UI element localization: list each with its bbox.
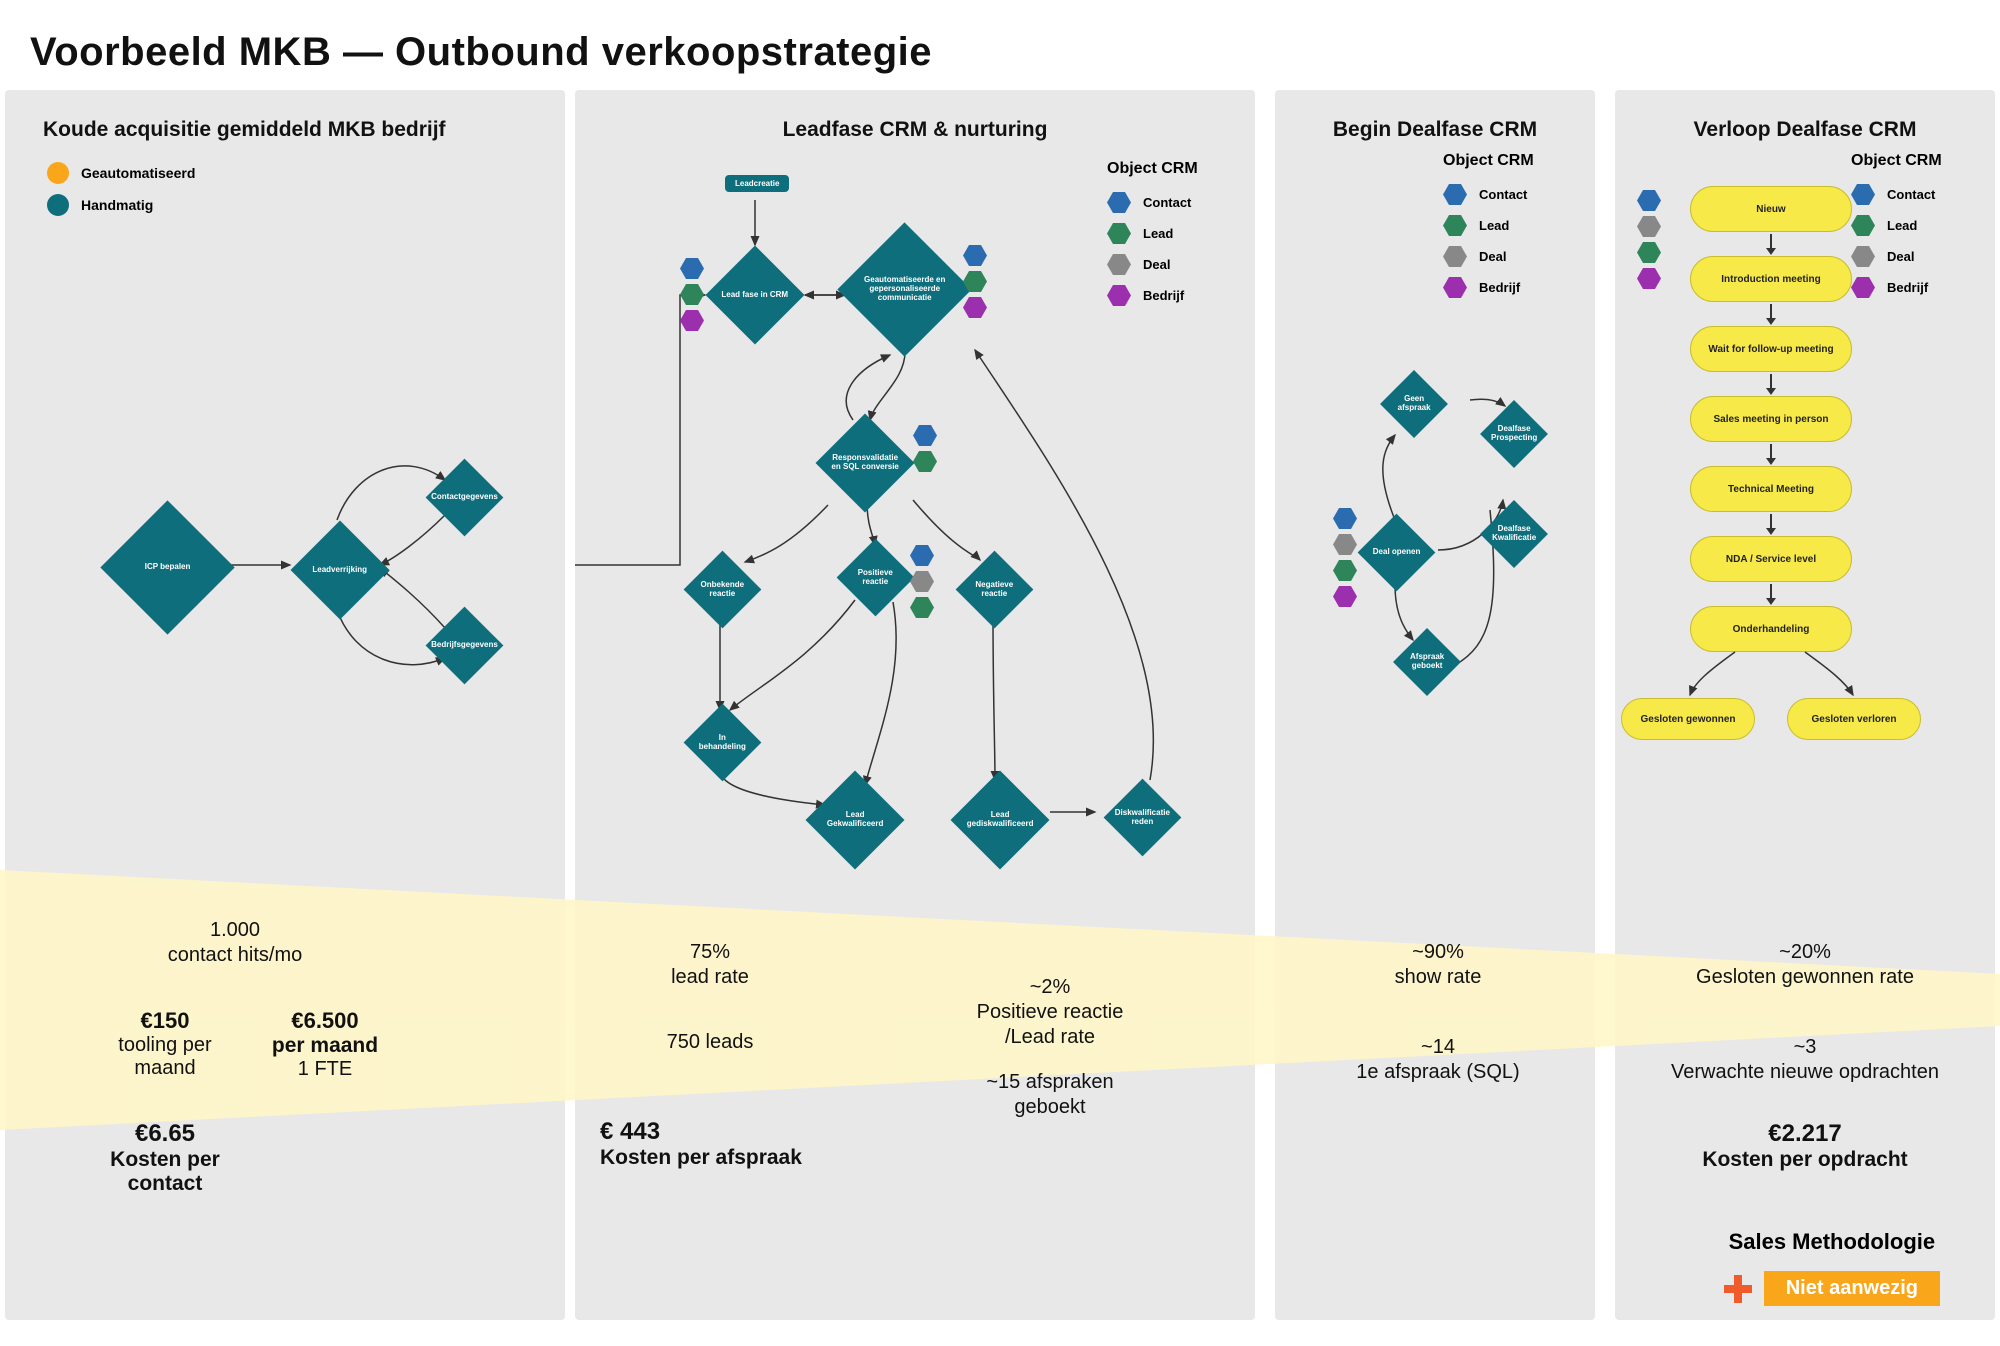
- node-autocomm: Geautomatiseerde en gepersonaliseerde co…: [837, 222, 971, 356]
- metric-p1-fte: €6.500 per maand 1 FTE: [240, 1008, 410, 1081]
- node-leadcreatie: Leadcreatie: [725, 175, 789, 192]
- metric-p2-leads: 750 leads: [600, 1030, 820, 1055]
- node-gediskwalificeerd: Lead gediskwalificeerd: [951, 771, 1050, 870]
- node-afspraak-geboekt: Afspraak geboekt: [1393, 628, 1461, 696]
- hexcol-autocomm: [963, 245, 987, 318]
- node-behandeling: In behandeling: [684, 704, 762, 782]
- node-leadfase: Lead fase in CRM: [706, 246, 805, 345]
- hex-green-icon: [1107, 223, 1131, 244]
- legend-auto-label: Geautomatiseerd: [81, 165, 195, 181]
- crm-legend-p3: Object CRM Contact Lead Deal Bedrijf: [1443, 152, 1573, 308]
- stage-gewonnen: Gesloten gewonnen: [1621, 698, 1755, 740]
- node-positieve: Positieve reactie: [837, 539, 915, 617]
- dot-teal-icon: [47, 194, 69, 216]
- node-onbekende: Onbekende reactie: [684, 551, 762, 629]
- stage-sales-meeting: Sales meeting in person: [1690, 396, 1852, 442]
- hexcol-positieve: [910, 545, 934, 618]
- crm-legend-title: Object CRM: [1107, 160, 1237, 178]
- node-kwalificatie: Dealfase Kwalificatie: [1480, 500, 1548, 568]
- legend-handmatig: Handmatig: [47, 194, 545, 216]
- node-negatieve: Negatieve reactie: [956, 551, 1034, 629]
- hexcol-validatie: [913, 425, 937, 472]
- legend-geautomatiseerd: Geautomatiseerd: [47, 162, 545, 184]
- metric-p2-pr: ~2% Positieve reactie /Lead rate: [930, 975, 1170, 1050]
- hexcol-deal: [1333, 508, 1357, 607]
- metric-p3-show: ~90% show rate: [1328, 940, 1548, 990]
- metric-p3-sql: ~14 1e afspraak (SQL): [1328, 1035, 1548, 1085]
- metric-p4-cost: €2.217 Kosten per opdracht: [1635, 1120, 1975, 1172]
- meth-title: Sales Methodologie: [1724, 1229, 1940, 1255]
- hex-gray-icon: [1107, 254, 1131, 275]
- page-title: Voorbeeld MKB — Outbound verkoopstrategi…: [30, 30, 932, 75]
- stage-nieuw: Nieuw: [1690, 186, 1852, 232]
- node-leadverrijking: Leadverrijking: [291, 521, 390, 620]
- node-contactgegevens: Contactgegevens: [426, 459, 504, 537]
- metric-p4-close: ~20% Gesloten gewonnen rate: [1635, 940, 1975, 990]
- node-bedrijfsgegevens: Bedrijfsgegevens: [426, 607, 504, 685]
- plus-icon: [1724, 1275, 1752, 1303]
- crm-legend-p2: Object CRM Contact Lead Deal Bedrijf: [1107, 160, 1237, 316]
- meth-badge: Niet aanwezig: [1764, 1271, 1940, 1306]
- metric-p1-hits: 1.000 contact hits/mo: [115, 918, 355, 968]
- metric-p2-cost: € 443 Kosten per afspraak: [600, 1118, 920, 1170]
- node-deal-openen: Deal openen: [1358, 514, 1436, 592]
- panel-begin-dealfase: Begin Dealfase CRM Object CRM Contact Le…: [1275, 90, 1595, 1320]
- metric-p1-cost: €6.65 Kosten per contact: [80, 1120, 250, 1196]
- sales-methodologie: Sales Methodologie Niet aanwezig: [1724, 1229, 1940, 1306]
- metric-p4-deals: ~3 Verwachte nieuwe opdrachten: [1635, 1035, 1975, 1085]
- panel1-title: Koude acquisitie gemiddeld MKB bedrijf: [43, 118, 545, 142]
- panel4-title: Verloop Dealfase CRM: [1635, 118, 1975, 142]
- node-validatie: Responsvalidatie en SQL conversie: [816, 414, 915, 513]
- node-reden: Diskwalificatie reden: [1104, 779, 1182, 857]
- node-icp: ICP bepalen: [100, 500, 234, 634]
- hexcol-leadfase: [680, 258, 704, 331]
- stage-wait: Wait for follow-up meeting: [1690, 326, 1852, 372]
- stage-onderhandeling: Onderhandeling: [1690, 606, 1852, 652]
- stage-nda: NDA / Service level: [1690, 536, 1852, 582]
- hexcol-p4: [1637, 190, 1661, 289]
- stage-intro: Introduction meeting: [1690, 256, 1852, 302]
- stage-technical: Technical Meeting: [1690, 466, 1852, 512]
- hex-blue-icon: [1107, 192, 1131, 213]
- metric-p2-leadrate: 75% lead rate: [600, 940, 820, 990]
- metric-p2-afspraken: ~15 afspraken geboekt: [930, 1070, 1170, 1120]
- node-prospecting: Dealfase Prospecting: [1480, 400, 1548, 468]
- node-geen-afspraak: Geen afspraak: [1380, 370, 1448, 438]
- metric-p1-tool: €150 tooling per maand: [80, 1008, 250, 1080]
- panel3-title: Begin Dealfase CRM: [1295, 118, 1575, 142]
- hex-purple-icon: [1107, 285, 1131, 306]
- dot-orange-icon: [47, 162, 69, 184]
- legend-manual-label: Handmatig: [81, 197, 153, 213]
- crm-legend-p4: Object CRM Contact Lead Deal Bedrijf: [1851, 152, 1981, 308]
- stage-verloren: Gesloten verloren: [1787, 698, 1921, 740]
- panel2-title: Leadfase CRM & nurturing: [595, 118, 1235, 142]
- node-gekwalificeerd: Lead Gekwalificeerd: [806, 771, 905, 870]
